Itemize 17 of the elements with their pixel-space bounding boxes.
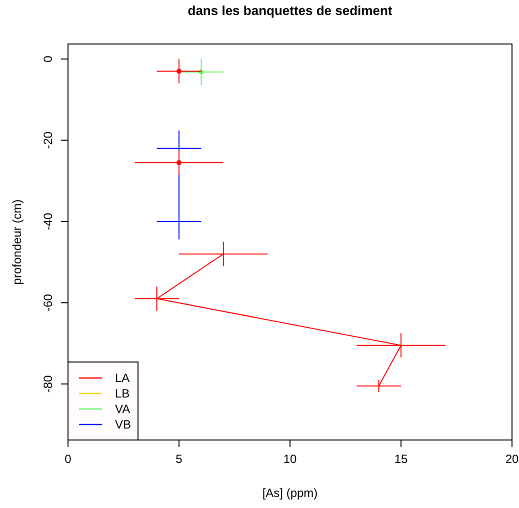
x-tick-label: 5: [176, 452, 183, 466]
y-tick-label: -20: [41, 131, 55, 149]
x-tick-label: 15: [394, 452, 408, 466]
y-tick-label: -40: [41, 212, 55, 230]
y-axis-title: profondeur (cm): [10, 199, 24, 285]
y-tick-label: 0: [41, 55, 55, 62]
x-tick-label: 10: [283, 452, 297, 466]
y-tick-label: -60: [41, 294, 55, 312]
x-axis-title: [As] (ppm): [262, 486, 318, 500]
y-tick-label: -80: [41, 374, 55, 393]
legend-label: LA: [115, 371, 130, 385]
x-tick-label: 0: [64, 452, 72, 466]
x-tick-label: 20: [505, 452, 519, 466]
legend-label: VA: [115, 402, 130, 416]
chart-title: dans les banquettes de sediment: [188, 3, 393, 18]
legend-label: VB: [115, 418, 132, 432]
legend-label: LB: [115, 386, 130, 400]
